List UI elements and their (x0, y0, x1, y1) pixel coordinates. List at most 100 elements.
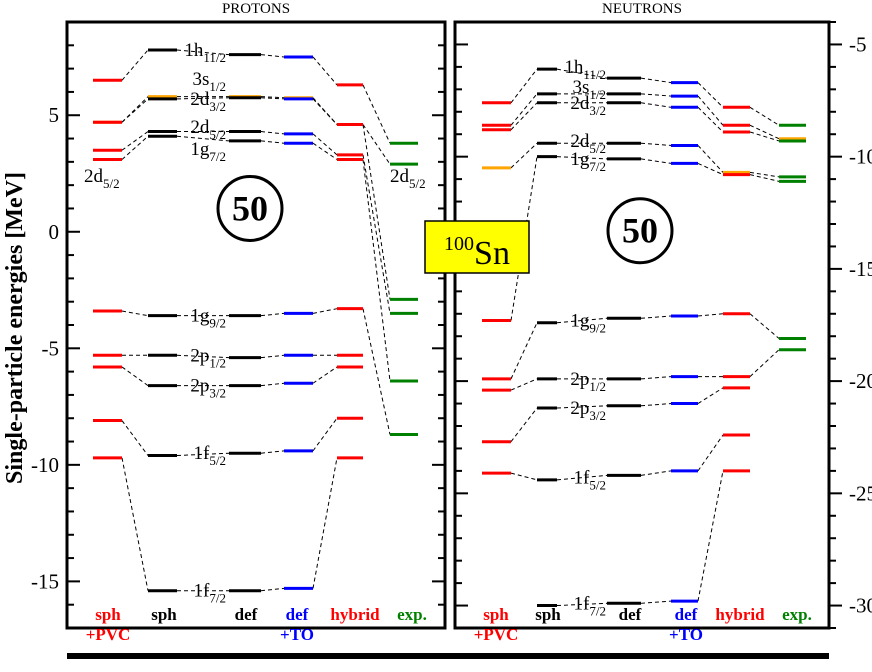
level-connector (260, 312, 285, 317)
level-connector (121, 310, 149, 317)
protons-magic-circle (216, 174, 284, 242)
level-connector (556, 317, 608, 324)
level-connector (121, 98, 149, 123)
level-connector (176, 135, 230, 142)
orbital-label: 2p1/2 (570, 369, 606, 394)
level-connector (362, 84, 391, 144)
level-connector (510, 68, 538, 104)
level-connector (749, 313, 780, 339)
neutrons-column-label: exp. (782, 605, 812, 624)
orbital-label: 3s1/2 (572, 77, 606, 102)
orbital-label: 2d5/2 (84, 166, 120, 191)
level-connector (312, 142, 338, 160)
orbital-label: 1f7/2 (574, 593, 606, 618)
y-tick-label: -15 (31, 569, 59, 593)
neutrons-frame (453, 20, 831, 630)
level-connector (697, 387, 724, 404)
level-connector (260, 450, 285, 454)
level-connector (697, 106, 724, 133)
protons-column-label: sph (151, 605, 177, 624)
level-connector (556, 602, 608, 607)
protons-column-label: exp. (397, 605, 427, 624)
level-connector (312, 56, 338, 86)
neutrons-column-label: sph (535, 605, 561, 624)
level-connector (556, 156, 608, 160)
level-connector (640, 102, 672, 108)
orbital-label: 1h11/2 (564, 57, 606, 82)
orbital-label: 3s1/2 (192, 69, 226, 94)
level-connector (362, 154, 391, 314)
neutrons-title: NEUTRONS (602, 1, 682, 17)
level-connector (121, 131, 149, 151)
level-connector (260, 54, 285, 58)
level-connector (510, 378, 538, 391)
level-connector (121, 457, 149, 591)
neutrons-magic-number: 50 (622, 211, 658, 251)
level-connector (312, 308, 338, 314)
level-connector (640, 470, 672, 476)
orbital-label: 2d3/2 (190, 89, 226, 114)
level-connector (260, 97, 285, 100)
orbital-label: 2d5/2 (190, 117, 226, 142)
orbital-label: 1f7/2 (194, 581, 226, 606)
orbital-label: 1h11/2 (184, 40, 226, 65)
y-tick-label: 5 (49, 103, 60, 127)
orbital-label: 1g9/2 (570, 311, 606, 336)
level-connector (749, 174, 780, 182)
orbital-label: 2p3/2 (190, 376, 226, 401)
level-connector (749, 349, 780, 377)
level-connector (121, 49, 149, 81)
level-connector (640, 77, 672, 84)
protons-column-label: +TO (280, 625, 314, 644)
y-tick-label: -10 (31, 453, 59, 477)
protons-column-label: def (235, 605, 258, 624)
orbital-label: 2d5/2 (390, 166, 426, 191)
bottom-rule (67, 653, 829, 659)
neutrons-column-label: +PVC (474, 625, 519, 644)
orbital-label: 1g7/2 (190, 139, 226, 164)
level-connector (176, 354, 230, 359)
y-tick-label: -5 (42, 336, 60, 360)
level-connector (697, 470, 724, 602)
level-connector (510, 322, 538, 380)
orbital-label: 2d3/2 (570, 93, 606, 118)
level-connector (176, 97, 230, 100)
level-connector (697, 82, 724, 108)
level-connector (556, 68, 608, 79)
level-connector (176, 452, 230, 457)
level-connector (362, 124, 391, 165)
level-connector (312, 457, 338, 589)
level-connector (640, 158, 672, 164)
y-tick-label: 0 (49, 220, 60, 244)
orbital-label: 1g9/2 (190, 306, 226, 331)
level-connector (640, 142, 672, 146)
level-connector (362, 159, 391, 381)
level-connector (121, 366, 149, 387)
level-connector (640, 600, 672, 604)
level-connector (260, 131, 285, 135)
neutrons-column-label: def (619, 605, 642, 624)
protons-column-label: hybrid (330, 605, 380, 624)
y-tick-label: -25 (849, 481, 872, 505)
level-connector (510, 472, 538, 481)
level-connector (749, 106, 780, 126)
level-connector (510, 93, 538, 126)
neutrons-magic-circle (606, 197, 674, 265)
level-connector (510, 407, 538, 443)
neutrons-column-label: def (675, 605, 698, 624)
protons-magic-number: 50 (232, 188, 268, 228)
protons-title: PROTONS (222, 1, 290, 17)
level-connector (640, 315, 672, 319)
y-tick-label: -5 (849, 32, 867, 56)
level-connector (556, 474, 608, 481)
neutrons-column-label: hybrid (715, 605, 765, 624)
neutrons-column-label: sph (483, 605, 509, 624)
neutrons-column-label: +TO (669, 625, 703, 644)
level-connector (312, 98, 338, 125)
level-connector (640, 93, 672, 97)
level-connector (556, 405, 608, 409)
orbital-label: 1g7/2 (570, 149, 606, 174)
protons-frame (65, 20, 447, 630)
level-connector (640, 403, 672, 407)
